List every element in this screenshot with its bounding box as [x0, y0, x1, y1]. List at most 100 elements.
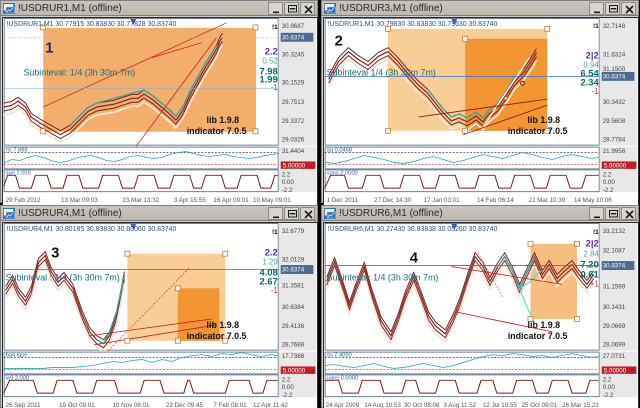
svg-text:!USDRUR1,M1 30.79630 30.8383: !USDRUR1,M1 30.79630 30.83830 30.79630 3… — [328, 21, 498, 28]
svg-text:30.1431: 30.1431 — [603, 304, 626, 311]
svg-text:-2.2: -2.2 — [282, 392, 293, 399]
svg-text:lib 1.9.8: lib 1.9.8 — [207, 115, 240, 125]
svg-text:!1: !1 — [593, 23, 599, 30]
svg-text:27.0731: 27.0731 — [603, 353, 626, 360]
svg-text:30.8374: 30.8374 — [282, 34, 305, 41]
svg-text:21.9958: 21.9958 — [603, 148, 626, 155]
svg-text:3 Apr 15:55: 3 Apr 15:55 — [174, 197, 206, 204]
svg-text:lib 1.9.8: lib 1.9.8 — [207, 320, 240, 330]
svg-text:1.29: 1.29 — [262, 258, 278, 267]
svg-text:30.8374: 30.8374 — [282, 266, 305, 273]
svg-text:31.1599: 31.1599 — [603, 283, 626, 290]
svg-text:28.7784: 28.7784 — [603, 137, 626, 144]
svg-text:2.67: 2.67 — [259, 275, 277, 286]
svg-text:2: 2 — [335, 34, 343, 50]
svg-text:+1: +1 — [590, 279, 600, 288]
svg-text:30.8374: 30.8374 — [603, 263, 626, 270]
svg-text:23 Dec 09:45: 23 Dec 09:45 — [166, 402, 204, 408]
svg-text:2.2: 2.2 — [282, 171, 291, 178]
svg-text:as 7.4090: as 7.4090 — [327, 353, 352, 359]
svg-text:10 May 09:01: 10 May 09:01 — [253, 197, 291, 204]
svg-text:0.00: 0.00 — [603, 179, 616, 186]
svg-text:30 Oct 08:08: 30 Oct 08:08 — [404, 402, 440, 408]
svg-text:-2.2: -2.2 — [603, 187, 614, 194]
svg-text:29.4136: 29.4136 — [282, 323, 305, 330]
svg-text:indicator 7.0.5: indicator 7.0.5 — [508, 126, 568, 136]
svg-text:-1: -1 — [271, 83, 279, 92]
svg-text:Subinteval: 1/4 (3h 30m 7m): Subinteval: 1/4 (3h 30m 7m) — [327, 272, 439, 282]
svg-text:10 Nov 08:01: 10 Nov 08:01 — [113, 402, 151, 408]
svg-text:2|2: 2|2 — [586, 50, 599, 61]
svg-text:32.1087: 32.1087 — [603, 248, 626, 255]
svg-text:25 Oct 09:01: 25 Oct 09:01 — [522, 402, 558, 408]
svg-text:indicator 7.0.5: indicator 7.0.5 — [508, 331, 568, 341]
svg-text:2|2: 2|2 — [586, 238, 599, 249]
svg-text:28.0699: 28.0699 — [603, 342, 626, 349]
svg-text:!USDRUR1,M1 30.77915 30.8383: !USDRUR1,M1 30.77915 30.83830 30.77828 3… — [7, 21, 177, 28]
svg-text:-2.2: -2.2 — [282, 187, 293, 194]
svg-text:23 Mar 13:32: 23 Mar 13:32 — [122, 197, 159, 204]
svg-text:-1: -1 — [271, 286, 279, 295]
svg-text:aq 0.0468: aq 0.0468 — [327, 148, 352, 154]
svg-text:2.2: 2.2 — [265, 46, 278, 57]
svg-text:indicator 7.0.5: indicator 7.0.5 — [187, 331, 247, 341]
svg-text:3: 3 — [51, 246, 59, 262]
svg-text:Subinteval: 1/4 (3h 30m 7m): Subinteval: 1/4 (3h 30m 7m) — [23, 67, 135, 77]
svg-text:12 Apr 11:42: 12 Apr 11:42 — [253, 402, 288, 408]
svg-text:32.7148: 32.7148 — [603, 23, 626, 30]
svg-text:22 Mar 10:39: 22 Mar 10:39 — [528, 197, 565, 204]
svg-text:30.1529: 30.1529 — [282, 79, 305, 86]
svg-text:2.2: 2.2 — [603, 376, 612, 383]
svg-text:Subinteval : 1/4 (3h 30m 7m): Subinteval : 1/4 (3h 30m 7m) — [6, 272, 120, 282]
svg-text:1: 1 — [45, 41, 53, 57]
svg-text:29.3372: 29.3372 — [282, 118, 305, 125]
svg-text:30.9687: 30.9687 — [282, 23, 305, 30]
svg-text:28.7688: 28.7688 — [282, 342, 305, 349]
svg-text:!USDRUR4,M1 30.80185 30.8383: !USDRUR4,M1 30.80185 30.83830 30.80060 3… — [7, 226, 177, 233]
svg-text:27 Dec 14:30: 27 Dec 14:30 — [374, 197, 412, 204]
svg-text:3 Aug 11:52: 3 Aug 11:52 — [443, 402, 476, 408]
svg-text:13 Mar 09:03: 13 Mar 09:03 — [61, 197, 98, 204]
svg-text:2.34: 2.34 — [580, 76, 599, 87]
svg-text:2.2: 2.2 — [282, 376, 291, 383]
svg-text:rsi 7.888: rsi 7.888 — [6, 148, 28, 154]
svg-text:32.6779: 32.6779 — [282, 228, 305, 235]
svg-text:29.5608: 29.5608 — [603, 118, 626, 125]
svg-text:31.8324: 31.8324 — [603, 52, 626, 59]
svg-text:0.61: 0.61 — [580, 268, 598, 279]
svg-text:!1: !1 — [593, 229, 599, 236]
svg-text:26 Mar 15:23: 26 Mar 15:23 — [562, 402, 599, 408]
svg-text:16 Apr 09:01: 16 Apr 09:01 — [213, 197, 249, 204]
svg-text:17 Jan 03:01: 17 Jan 03:01 — [424, 197, 461, 204]
svg-text:31.1500: 31.1500 — [603, 66, 626, 73]
svg-text:30.6384: 30.6384 — [282, 304, 305, 311]
svg-text:29.0669: 29.0669 — [603, 323, 626, 330]
svg-text:12 Jul 10:55: 12 Jul 10:55 — [483, 402, 517, 408]
svg-text:indicator 7.0.5: indicator 7.0.5 — [187, 126, 247, 136]
svg-text:31.4404: 31.4404 — [282, 148, 305, 155]
svg-text:lib 1.9.8: lib 1.9.8 — [528, 115, 561, 125]
svg-text:29 Feb 2012: 29 Feb 2012 — [6, 197, 41, 204]
svg-text:4: 4 — [410, 251, 419, 267]
svg-text:2.84: 2.84 — [583, 250, 599, 259]
svg-text:-2.2: -2.2 — [603, 392, 614, 399]
svg-text:Subinteval 1/4 (3h 30m 7m): Subinteval 1/4 (3h 30m 7m) — [327, 67, 436, 77]
svg-text:29.7513: 29.7513 — [282, 99, 305, 106]
svg-text:lib 1.9.8: lib 1.9.8 — [528, 320, 561, 330]
svg-text:!USDRUR6,M1 30.27430 30.8383: !USDRUR6,M1 30.27430 30.83838 30.05260 3… — [328, 226, 498, 233]
svg-text:!1: !1 — [272, 24, 278, 31]
svg-text:2.2: 2.2 — [603, 171, 612, 178]
svg-text:-1: -1 — [592, 87, 600, 96]
svg-text:32.0129: 32.0129 — [282, 257, 305, 264]
svg-text:0.52: 0.52 — [262, 57, 277, 66]
svg-text:30.8374: 30.8374 — [603, 73, 626, 80]
svg-text:1 Dec 2011: 1 Dec 2011 — [327, 197, 359, 204]
svg-text:24 Apr 2009: 24 Apr 2009 — [326, 402, 360, 408]
svg-text:0.00: 0.00 — [282, 384, 295, 391]
svg-text:0.00: 0.00 — [603, 384, 616, 391]
svg-text:30.3245: 30.3245 — [282, 52, 305, 59]
svg-text:14 Feb 06:14: 14 Feb 06:14 — [477, 197, 514, 204]
svg-text:14 Aug 10:53: 14 Aug 10:53 — [364, 402, 401, 408]
svg-text:19 Oct 09:01: 19 Oct 09:01 — [59, 402, 95, 408]
svg-text:33.2132: 33.2132 — [603, 228, 626, 235]
